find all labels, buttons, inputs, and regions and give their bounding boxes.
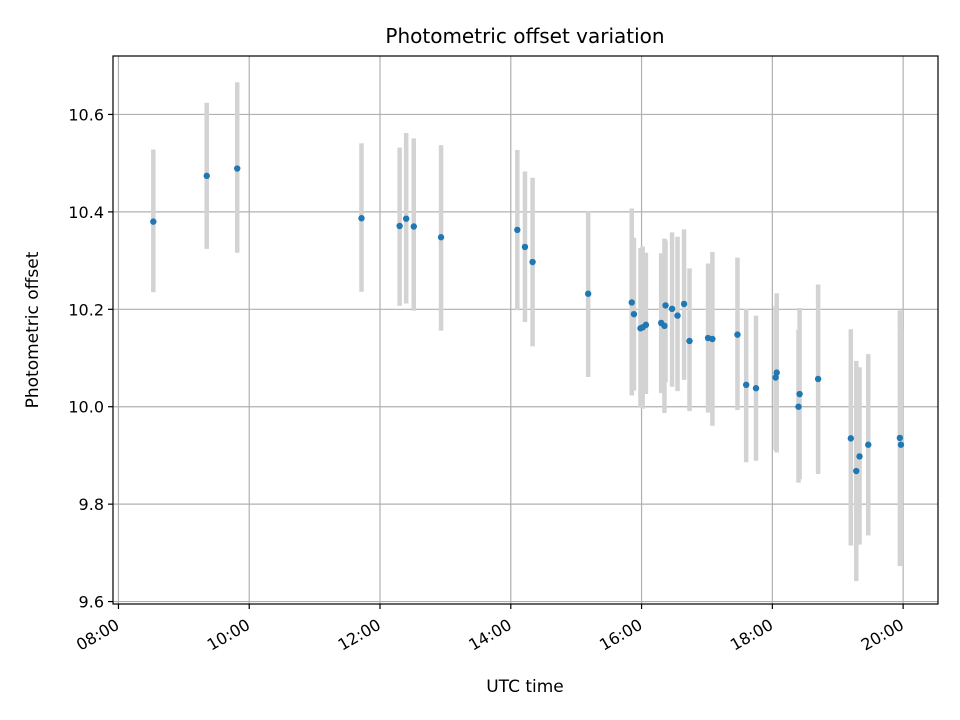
- data-point: [897, 441, 905, 448]
- data-point: [410, 223, 417, 230]
- y-tick-label: 10.0: [68, 398, 104, 417]
- data-point: [847, 435, 855, 442]
- data-point: [668, 305, 676, 313]
- data-point: [680, 300, 688, 308]
- data-points: [150, 165, 905, 475]
- data-point: [773, 369, 780, 376]
- data-point: [772, 374, 779, 381]
- data-point: [686, 337, 693, 345]
- data-point: [661, 322, 668, 330]
- data-point: [150, 218, 157, 225]
- data-point: [795, 403, 802, 410]
- data-point: [584, 290, 592, 297]
- data-point: [734, 331, 741, 338]
- data-point: [674, 312, 681, 319]
- y-tick-label: 10.6: [68, 105, 104, 124]
- data-point: [853, 467, 860, 475]
- x-axis-title: UTC time: [486, 677, 564, 697]
- data-point: [796, 390, 803, 398]
- data-point: [752, 385, 760, 392]
- y-axis-ticks: 9.6 9.8 10.0 10.2 10.4 10.6: [68, 105, 113, 612]
- y-tick-label: 10.4: [68, 203, 104, 222]
- y-tick-label: 9.8: [79, 495, 104, 514]
- data-point: [203, 172, 210, 180]
- data-point: [814, 375, 822, 383]
- data-point: [234, 165, 241, 172]
- data-point: [628, 299, 635, 306]
- data-point: [514, 226, 521, 234]
- data-point: [402, 215, 410, 222]
- data-point: [358, 215, 365, 222]
- data-point: [896, 434, 904, 442]
- y-tick-label: 10.2: [68, 300, 104, 319]
- data-point: [529, 258, 536, 266]
- data-point: [630, 310, 638, 318]
- data-point: [865, 441, 872, 448]
- plot-frame: [112, 55, 939, 605]
- chart-title: Photometric offset variation: [385, 24, 664, 48]
- data-point: [742, 381, 750, 388]
- data-point: [642, 321, 650, 329]
- data-point: [396, 222, 403, 230]
- y-tick-label: 9.6: [79, 593, 104, 612]
- data-point: [437, 234, 445, 241]
- data-point: [662, 302, 669, 309]
- y-axis-title: Photometric offset: [23, 251, 43, 408]
- data-point: [521, 243, 529, 251]
- data-point: [856, 453, 863, 460]
- data-point: [709, 335, 716, 343]
